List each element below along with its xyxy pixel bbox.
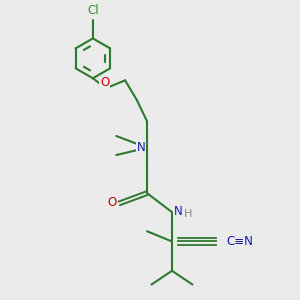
Text: C≡N: C≡N (227, 235, 254, 248)
Text: O: O (107, 196, 116, 209)
Text: O: O (100, 76, 109, 89)
Text: Cl: Cl (87, 4, 99, 17)
Text: N: N (173, 206, 182, 218)
Text: N: N (137, 141, 146, 154)
Text: H: H (184, 209, 193, 219)
